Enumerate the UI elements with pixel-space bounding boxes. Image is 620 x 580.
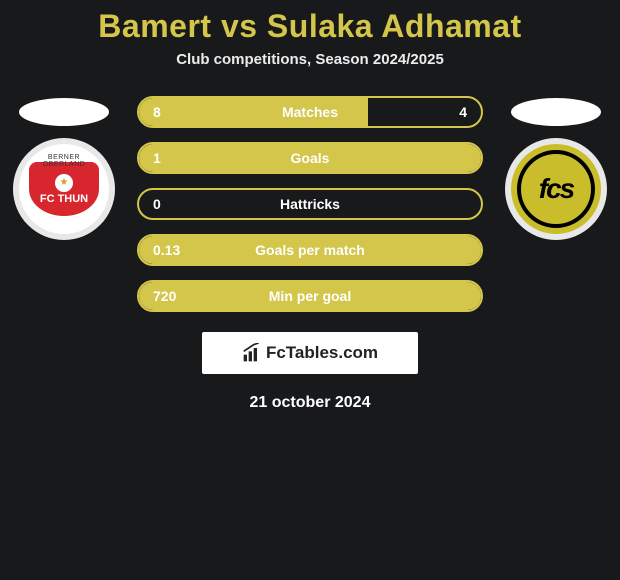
thun-star-icon: ★: [55, 174, 73, 192]
main-row: BERNER OBERLAND ★ FC THUN 8 Matches 4 1 Goal…: [0, 96, 620, 312]
stat-label: Min per goal: [269, 288, 351, 304]
right-side: fcs: [501, 96, 611, 234]
stat-left-value: 8: [153, 104, 161, 120]
bar-chart-icon: [242, 343, 262, 363]
right-team-crest: fcs: [511, 144, 601, 234]
stat-row: 1 Goals: [137, 142, 483, 174]
comparison-card: Bamert vs Sulaka Adhamat Club competitio…: [0, 0, 620, 412]
stat-row: 0.13 Goals per match: [137, 234, 483, 266]
thun-arc-text: BERNER OBERLAND: [29, 154, 99, 168]
left-team-crest: BERNER OBERLAND ★ FC THUN: [19, 144, 109, 234]
branding-text: FcTables.com: [266, 343, 378, 363]
fcs-logo-text: fcs: [539, 173, 573, 205]
thun-shield: BERNER OBERLAND ★ FC THUN: [29, 162, 99, 216]
stat-left-value: 1: [153, 150, 161, 166]
stat-left-value: 0: [153, 196, 161, 212]
stat-right-value: 4: [459, 104, 467, 120]
thun-logo-text: FC THUN: [40, 194, 88, 205]
stat-row: 720 Min per goal: [137, 280, 483, 312]
stat-label: Hattricks: [280, 196, 340, 212]
left-oval-placeholder: [19, 98, 109, 126]
fcs-ring: fcs: [517, 150, 595, 228]
stat-label: Matches: [282, 104, 338, 120]
stat-left-value: 720: [153, 288, 176, 304]
stat-left-value: 0.13: [153, 242, 180, 258]
date-label: 21 october 2024: [0, 394, 620, 412]
stats-column: 8 Matches 4 1 Goals 0 Hattricks 0.13 Goals per m…: [137, 96, 483, 312]
left-side: BERNER OBERLAND ★ FC THUN: [9, 96, 119, 234]
page-subtitle: Club competitions, Season 2024/2025: [0, 51, 620, 68]
stat-row: 0 Hattricks: [137, 188, 483, 220]
stat-label: Goals: [291, 150, 330, 166]
page-title: Bamert vs Sulaka Adhamat: [0, 8, 620, 45]
right-oval-placeholder: [511, 98, 601, 126]
branding-badge: FcTables.com: [202, 332, 418, 374]
stat-label: Goals per match: [255, 242, 365, 258]
stat-row: 8 Matches 4: [137, 96, 483, 128]
